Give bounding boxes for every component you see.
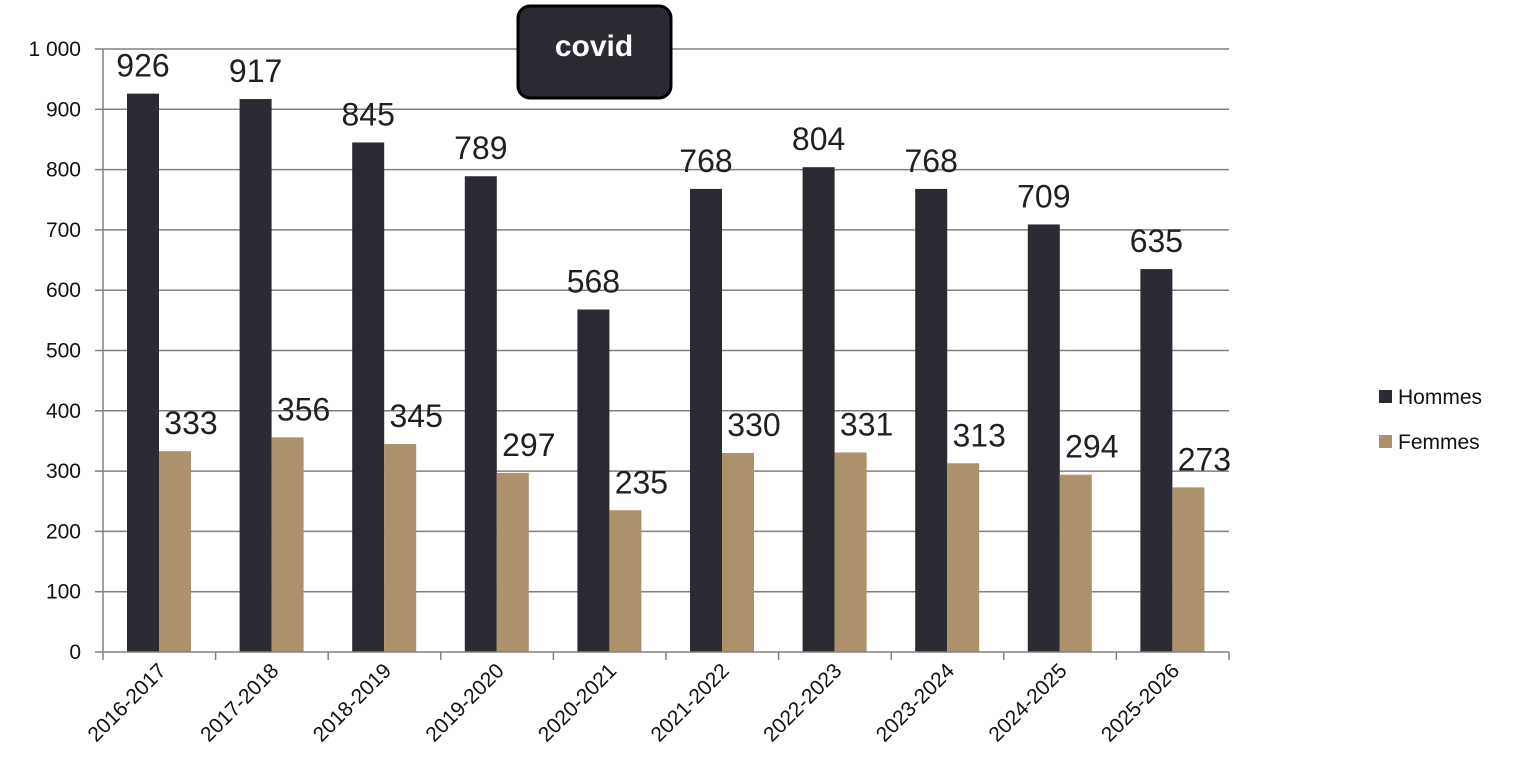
bar-hommes-2019-2020 (464, 176, 497, 652)
data-label-hommes: 926 (116, 48, 169, 84)
data-labels: 926 333 917 356 845 345 789 297 568 235 768 330 804 3… (116, 48, 1231, 501)
x-tick-label: 2018-2019 (309, 659, 396, 746)
bar-femmes-2021-2022 (722, 453, 754, 652)
y-tick-label: 300 (46, 460, 81, 483)
x-tick-label: 2024-2025 (984, 659, 1071, 746)
bar-femmes-2025-2026 (1172, 487, 1205, 652)
bar-femmes-2019-2020 (496, 472, 529, 652)
data-label-hommes: 568 (567, 263, 620, 299)
x-tick-label: 2020-2021 (534, 659, 621, 746)
data-label-hommes: 768 (905, 143, 958, 179)
bar-hommes-2016-2017 (127, 93, 159, 652)
data-label-hommes: 709 (1017, 178, 1070, 214)
covid-annotation: covid (516, 4, 673, 100)
legend-label-femmes: Femmes (1398, 431, 1480, 454)
x-tick-label: 2016-2017 (84, 659, 171, 746)
data-label-hommes: 845 (342, 96, 395, 132)
bar-hommes-2023-2024 (915, 188, 948, 652)
bar-femmes-2023-2024 (947, 463, 980, 652)
y-tick-label: 900 (46, 98, 81, 121)
data-label-femmes: 345 (390, 398, 443, 434)
data-label-femmes: 297 (502, 427, 555, 463)
bar-hommes-2017-2018 (239, 99, 272, 652)
bar-hommes-2018-2019 (352, 142, 385, 652)
x-tick-label: 2017-2018 (196, 659, 283, 746)
bar-femmes-2022-2023 (834, 452, 867, 652)
data-label-femmes: 356 (277, 391, 330, 427)
y-tick-label: 700 (46, 219, 81, 242)
legend-swatch-femmes (1379, 435, 1392, 448)
bar-femmes-2020-2021 (609, 510, 642, 652)
data-label-hommes: 917 (229, 53, 282, 89)
y-tick-label: 800 (46, 159, 81, 182)
bar-femmes-2017-2018 (271, 437, 304, 652)
legend: Hommes Femmes (1379, 386, 1482, 454)
data-label-femmes: 313 (953, 417, 1006, 453)
data-label-hommes: 804 (792, 121, 845, 157)
data-label-hommes: 635 (1130, 223, 1183, 259)
bar-hommes-2025-2026 (1140, 269, 1173, 652)
bar-hommes-2022-2023 (802, 167, 835, 653)
legend-label-hommes: Hommes (1398, 386, 1482, 409)
bars (127, 93, 1205, 653)
bar-femmes-2016-2017 (159, 451, 191, 652)
data-label-hommes: 789 (454, 130, 507, 166)
data-label-hommes: 768 (679, 143, 732, 179)
x-tick-label: 2019-2020 (421, 659, 508, 746)
x-tick-label: 2022-2023 (759, 659, 846, 746)
data-label-femmes: 333 (164, 405, 217, 441)
bar-hommes-2024-2025 (1027, 224, 1060, 652)
y-tick-label: 100 (46, 581, 81, 604)
y-tick-label: 1 000 (28, 38, 81, 61)
bar-hommes-2020-2021 (577, 309, 610, 652)
y-tick-label: 200 (46, 520, 81, 543)
covid-annotation-box (516, 4, 673, 100)
data-label-femmes: 331 (840, 406, 893, 442)
data-label-femmes: 273 (1178, 441, 1231, 477)
y-tick-label: 400 (46, 400, 81, 423)
bar-femmes-2024-2025 (1059, 474, 1092, 652)
data-label-femmes: 330 (727, 407, 780, 443)
legend-swatch-hommes (1379, 390, 1392, 403)
data-label-femmes: 294 (1065, 429, 1118, 465)
y-tick-label: 0 (69, 641, 81, 664)
x-tick-label: 2023-2024 (872, 659, 960, 747)
data-label-femmes: 235 (615, 464, 668, 500)
bar-hommes-2021-2022 (690, 188, 722, 652)
covid-annotation-text: covid (555, 30, 633, 63)
x-tick-label: 2021-2022 (647, 659, 734, 746)
x-tick-label: 2025-2026 (1097, 659, 1184, 746)
y-tick-label: 600 (46, 279, 81, 302)
bar-femmes-2018-2019 (384, 443, 417, 652)
y-tick-label: 500 (46, 340, 81, 363)
